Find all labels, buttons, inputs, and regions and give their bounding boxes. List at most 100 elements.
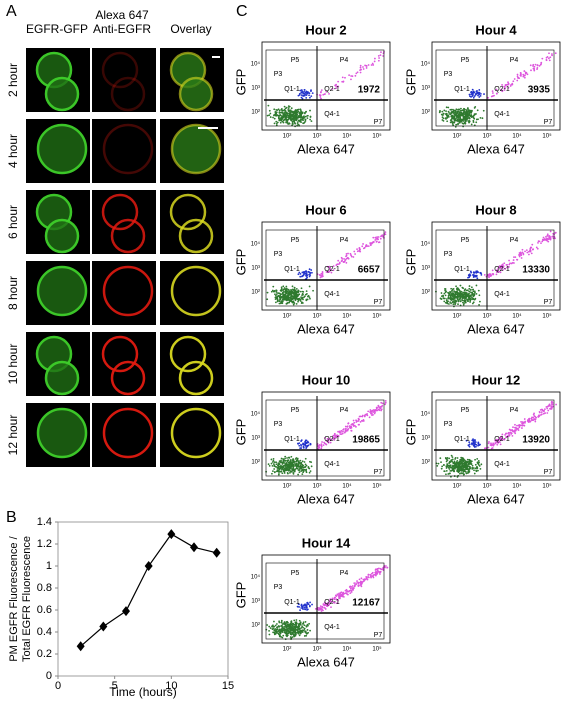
x-tick-label: 0: [55, 680, 61, 692]
event: [328, 92, 330, 95]
event: [280, 293, 282, 296]
event: [300, 302, 303, 305]
gate-label: P3: [274, 251, 283, 258]
event: [458, 293, 461, 296]
event: [305, 299, 308, 302]
event: [310, 465, 313, 468]
event: [286, 113, 288, 116]
cell-membrane: [44, 360, 80, 396]
event: [297, 110, 300, 113]
event: [297, 627, 300, 630]
event: [458, 120, 461, 123]
event: [305, 273, 307, 275]
event: [271, 461, 274, 463]
event: [309, 443, 312, 445]
event: [477, 442, 480, 445]
event: [479, 94, 482, 97]
data-point: [167, 529, 176, 540]
event: [330, 600, 333, 603]
plot-title: Hour 4: [475, 22, 517, 37]
event: [329, 441, 332, 444]
event: [457, 303, 459, 306]
data-point: [144, 561, 153, 571]
event: [524, 74, 526, 77]
event: [468, 120, 471, 123]
event-count: 6657: [358, 265, 381, 276]
event: [301, 117, 304, 120]
event: [279, 465, 282, 468]
event: [478, 465, 481, 467]
cell-body: [46, 362, 78, 394]
event: [277, 467, 280, 470]
event: [452, 465, 454, 467]
event: [359, 71, 362, 74]
event: [473, 107, 476, 109]
event: [477, 271, 479, 274]
event: [302, 443, 305, 445]
event: [471, 94, 474, 97]
event: [342, 428, 345, 431]
event: [547, 240, 550, 243]
event: [514, 426, 516, 429]
event: [529, 249, 532, 252]
event: [303, 112, 306, 115]
event: [370, 64, 373, 66]
cell-body: [46, 220, 78, 252]
event: [459, 467, 462, 470]
event: [472, 467, 475, 469]
event: [306, 609, 308, 611]
event: [281, 468, 283, 471]
event: [456, 470, 459, 473]
event: [456, 476, 459, 478]
event: [268, 109, 271, 112]
event: [362, 247, 365, 250]
event: [302, 122, 305, 125]
event: [449, 301, 452, 304]
event: [309, 118, 312, 121]
event: [282, 289, 284, 291]
event: [370, 242, 373, 244]
event: [374, 571, 377, 574]
event: [452, 298, 455, 301]
event: [370, 412, 373, 415]
event: [452, 462, 455, 465]
event: [384, 231, 387, 234]
event: [465, 292, 468, 294]
event: [278, 109, 281, 112]
y-tick-label: 10⁴: [251, 241, 261, 248]
event: [298, 619, 301, 622]
y-tick-label: 10²: [421, 110, 430, 116]
event: [341, 595, 344, 598]
event: [310, 120, 313, 123]
event: [372, 236, 375, 239]
event: [509, 262, 511, 265]
cell-membrane: [36, 265, 88, 317]
event: [454, 125, 457, 128]
event: [347, 422, 350, 425]
event: [521, 422, 524, 425]
event: [296, 631, 299, 634]
event: [457, 117, 459, 119]
event: [497, 439, 500, 442]
event: [442, 112, 445, 115]
event: [379, 567, 382, 570]
event: [444, 288, 446, 290]
event: [298, 271, 301, 274]
event: [291, 298, 294, 301]
event: [291, 118, 294, 120]
event: [362, 68, 365, 70]
event: [341, 80, 344, 83]
event: [304, 621, 307, 623]
event: [284, 294, 287, 296]
event: [277, 473, 280, 476]
cell-membrane: [102, 407, 154, 459]
event: [335, 598, 338, 601]
event: [504, 267, 507, 270]
x-axis-label: Alexa 647: [297, 491, 355, 506]
event: [551, 405, 554, 408]
event: [303, 627, 306, 630]
event: [379, 54, 382, 57]
data-point: [122, 606, 130, 617]
event: [295, 302, 298, 305]
gate-label: Q4-1: [324, 291, 340, 298]
